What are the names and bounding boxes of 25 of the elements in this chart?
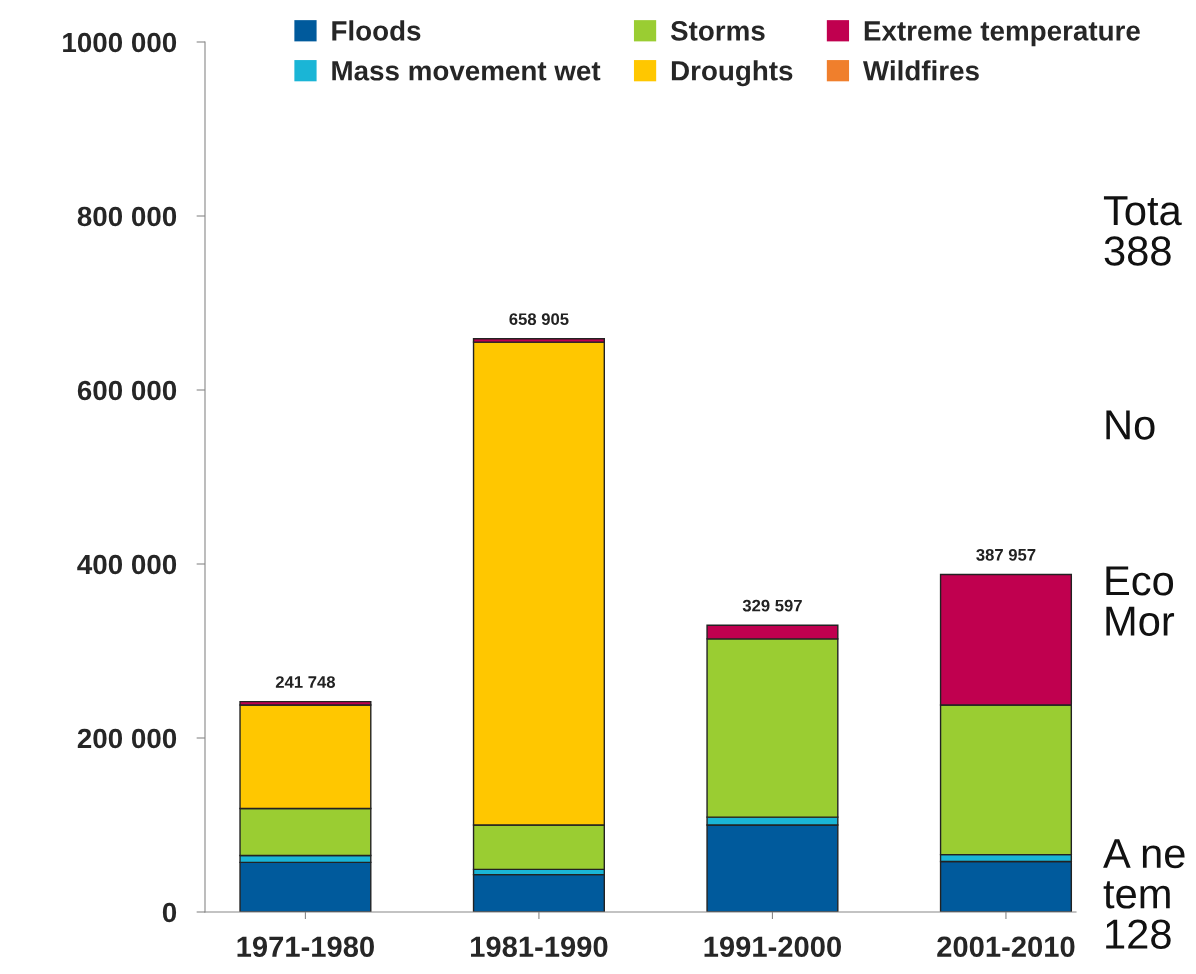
- bar: [472, 873, 606, 912]
- total-label: 329 597: [742, 599, 802, 612]
- total-label: 241 748: [275, 676, 336, 688]
- y-tick-label: 1000 000: [63, 32, 177, 53]
- y-tick-label: 600 000: [77, 380, 177, 401]
- y-tick-label: 200 000: [77, 728, 177, 749]
- legend-label: Extreme temperature: [864, 21, 1140, 47]
- x-tick-label: 1971-1980: [237, 936, 374, 958]
- x-tick-label: 1991-2000: [704, 936, 841, 958]
- legend-label: Droughts: [671, 60, 793, 87]
- legend-label: Wildfires: [862, 60, 979, 81]
- legend-label: Storms: [670, 21, 765, 41]
- x-tick-label: 1981-1990: [471, 936, 608, 958]
- text: Eco Mor: [1106, 566, 1175, 636]
- x-tick-label: 2001-2010: [937, 936, 1075, 958]
- y-tick-label: 800 000: [77, 206, 177, 227]
- total-label: 387 957: [976, 548, 1036, 561]
- y-tick-label: 400 000: [77, 554, 177, 575]
- legend-label: Mass movement wet: [332, 61, 601, 81]
- text: No: [1106, 410, 1155, 440]
- text: Tota 388: [1103, 196, 1182, 266]
- legend-label: Floods: [332, 20, 421, 41]
- total-label: 658 905: [509, 313, 569, 326]
- y-tick-label: 0: [162, 902, 177, 923]
- text: A ne tem 128: [1103, 839, 1185, 949]
